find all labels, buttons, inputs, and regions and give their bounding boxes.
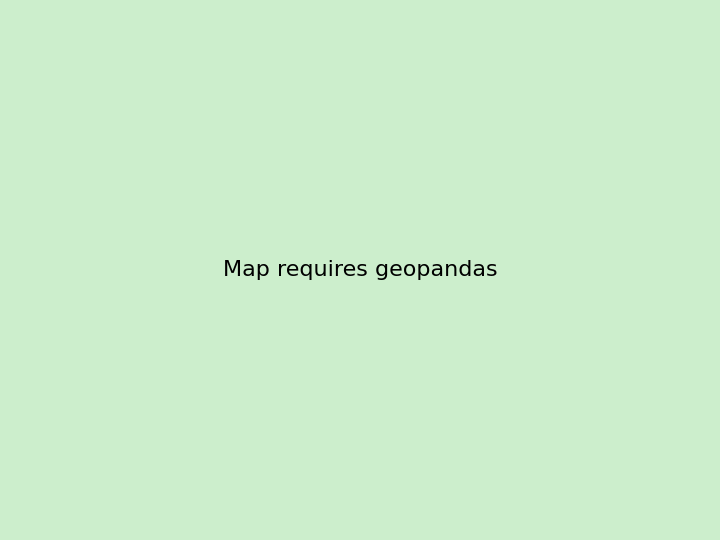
- Text: Map requires geopandas: Map requires geopandas: [222, 260, 498, 280]
